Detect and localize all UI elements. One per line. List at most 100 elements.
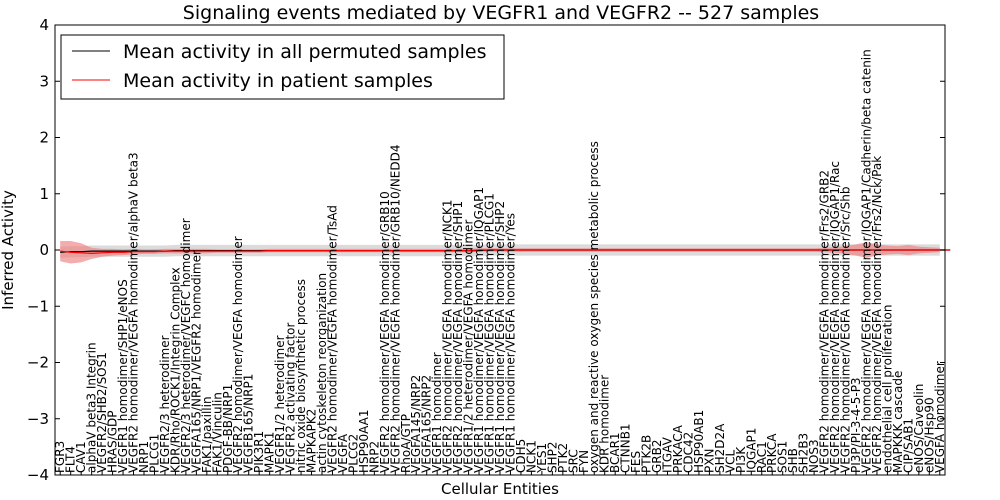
entity-label: SH2D2A bbox=[713, 423, 727, 473]
entity-label: PTK2B bbox=[640, 435, 654, 473]
entity-label: VEGFR1 homodimer/SHP1/eNOS bbox=[116, 279, 130, 473]
entity-label: VEGFR2 homodimer/VEGFA homodimer/Src/Shb bbox=[839, 187, 853, 473]
y-tick-label: −1 bbox=[27, 297, 49, 315]
entity-label: VEGFR2 homodimer/VEGFA homodimer/NCK1 bbox=[441, 199, 455, 473]
legend-label-permuted: Mean activity in all permuted samples bbox=[123, 41, 486, 63]
entity-label: FGR3 bbox=[53, 441, 67, 473]
entity-label: FAK1/Vinculin bbox=[210, 392, 224, 473]
entity-label: CDC42 bbox=[682, 432, 696, 473]
entity-label: PDGF-BB/NRP1 bbox=[221, 384, 235, 473]
x-axis-title: Cellular Entities bbox=[441, 480, 559, 498]
y-tick-label: 1 bbox=[39, 185, 49, 203]
entity-label: KDR/Rho/ROCK1/Integrin Complex bbox=[168, 267, 182, 473]
entity-label: NOS3 bbox=[807, 439, 821, 473]
entity-label: VEGFB165/NRP1 bbox=[242, 374, 256, 473]
entity-label: eNOS/Caveolin bbox=[912, 384, 926, 473]
entity-label: PIK3R1 bbox=[252, 431, 266, 473]
y-tick-label: 4 bbox=[39, 16, 49, 34]
entity-label: SH2B3 bbox=[797, 433, 811, 473]
entity-label: VEGFR2/3 heterodimer/VEGFC homodimer bbox=[179, 218, 193, 473]
chart-title: Signaling events mediated by VEGFR1 and … bbox=[183, 2, 819, 24]
entity-label: KDR homodimer bbox=[598, 375, 612, 473]
entity-label: ITGAV bbox=[661, 436, 675, 473]
entity-label: RAC1 bbox=[755, 441, 769, 473]
entity-label: PRKCA bbox=[765, 433, 779, 473]
legend: Mean activity in all permuted samples Me… bbox=[60, 34, 505, 100]
entity-label: BCAR1 bbox=[608, 432, 622, 473]
entity-label: VEGFR1 homodimer/VEGFA homodimer/PLCG1 bbox=[483, 193, 497, 473]
band-patient bbox=[60, 241, 940, 264]
entity-label: VEGFA165/NRP2 bbox=[420, 375, 434, 473]
entity-label: CTNNB1 bbox=[619, 423, 633, 473]
entity-label: VEGFR2 homodimer/VEGFA homodimer/alphaV … bbox=[127, 152, 141, 473]
entity-label: VCL bbox=[723, 449, 737, 473]
y-tick-label: 0 bbox=[39, 241, 49, 259]
entity-label: SHP2 bbox=[545, 442, 559, 474]
y-tick-label: −4 bbox=[27, 466, 49, 484]
entity-label: PLCG1 bbox=[148, 434, 162, 473]
y-tick-label: −2 bbox=[27, 354, 49, 372]
entity-label: VEGFR2 homodimer/VEGFA homodimer/GRB10 bbox=[378, 191, 392, 473]
entity-label: NRP2 bbox=[367, 441, 381, 473]
entity-label: actin cytoskeleton reorganization bbox=[315, 273, 329, 473]
entity-label: VEGFR1 homodimer/VEGFA homodimer/IQGAP1 bbox=[472, 187, 486, 473]
y-axis-title: Inferred Activity bbox=[0, 190, 17, 310]
y-tick-label: −3 bbox=[27, 410, 49, 428]
entity-label: IQGAP1 bbox=[744, 428, 758, 473]
entity-label: nitric oxide biosynthetic process bbox=[294, 279, 308, 473]
entity-label: VEGFR1/2 heterodimer/VEGFA homodimer bbox=[462, 220, 476, 473]
entity-label: GRB2 bbox=[650, 440, 664, 474]
entity-label: NCK1 bbox=[524, 440, 538, 473]
entity-label: VEGFR2 activating factor bbox=[284, 322, 298, 473]
entity-label: VEGFR2 homodimer/VEGFA homodimer/IQGAP1/… bbox=[860, 49, 874, 473]
entity-label: VEGFR1 homodimer bbox=[430, 352, 444, 473]
entity-label: endothelial cell proliferation bbox=[880, 305, 894, 473]
entity-label: HRAS/GDP bbox=[106, 410, 120, 473]
entity-label: VEGFR1 homodimer/VEGFA homodimer/Yes bbox=[504, 213, 518, 473]
y-tick-label: 3 bbox=[39, 72, 49, 90]
entity-label: VEGFR2 homodimer/VEGFA homodimer/Frs2/Nc… bbox=[870, 156, 884, 473]
entity-label: VEGFR2 homodimer/VEGFA homodimer/TsAd bbox=[326, 205, 340, 473]
entity-label: CIP/SAB1 bbox=[901, 418, 915, 473]
entity-label: FAK1/paxillin bbox=[200, 396, 214, 473]
plot-layer bbox=[60, 241, 951, 264]
entity-label: VEGFA145/NRP2 bbox=[409, 375, 423, 473]
entity-label: oxygen and reactive oxygen species metab… bbox=[587, 141, 601, 473]
legend-box bbox=[60, 34, 505, 100]
entity-label: VEGFR2 homodimer/VEGFA homodimer/GRB10/N… bbox=[388, 144, 402, 473]
entity-label: RhoA/GTP bbox=[399, 414, 413, 473]
entity-label: eNOS/Hsp90 bbox=[922, 397, 936, 473]
entity-label: FYN bbox=[577, 450, 591, 473]
entity-label: VEGFA homodimer bbox=[933, 361, 947, 473]
entity-label: VEGFR2 homodimer/VEGFA homodimer bbox=[231, 236, 245, 473]
entity-label: PRKACA bbox=[671, 424, 685, 473]
series-line-patient bbox=[60, 249, 951, 255]
entity-label: PXN bbox=[702, 449, 716, 473]
entity-label: VEGFR2/3 heterodimer bbox=[158, 335, 172, 473]
entity-label: PI3P/PI-3-4-5-P3 bbox=[849, 377, 863, 473]
entity-label: SHB bbox=[786, 448, 800, 473]
entity-label: MAPKKK cascade bbox=[891, 371, 905, 473]
legend-label-patient: Mean activity in patient samples bbox=[123, 70, 433, 92]
entity-label: NRP1 bbox=[137, 441, 151, 473]
entity-label: MAPKAPK2 bbox=[305, 409, 319, 473]
entity-label: CDH5 bbox=[514, 439, 528, 473]
entity-label: VEGFR2 homodimer/VEGFA homodimer/SHP1 bbox=[451, 201, 465, 473]
entity-label: HSP90AA1 bbox=[357, 409, 371, 473]
y-axis: −4 −3 −2 −1 0 1 2 3 4 bbox=[27, 16, 945, 484]
entity-label: SRC bbox=[566, 449, 580, 473]
entity-label: MAPK1 bbox=[263, 432, 277, 473]
entity-label: VEGFR2 homodimer/VEGFA homodimer/Frs2/GR… bbox=[818, 170, 832, 473]
entity-label: PI3K bbox=[734, 446, 748, 473]
entity-label: YES1 bbox=[535, 443, 549, 474]
entity-label: CAV1 bbox=[74, 441, 88, 473]
entity-label: VEGFR2/SHB2/SOS1 bbox=[95, 352, 109, 473]
entity-label: HSP90AB1 bbox=[692, 410, 706, 473]
entity-label: SOS1 bbox=[776, 441, 790, 473]
entity-label: VEGFA165/NRP1/VEGFR2 homodimer bbox=[189, 250, 203, 473]
entity-label: alphaV beta3 Integrin bbox=[85, 342, 99, 473]
entity-label: PTK2 bbox=[556, 443, 570, 473]
entity-label: FLT4 bbox=[64, 446, 78, 473]
